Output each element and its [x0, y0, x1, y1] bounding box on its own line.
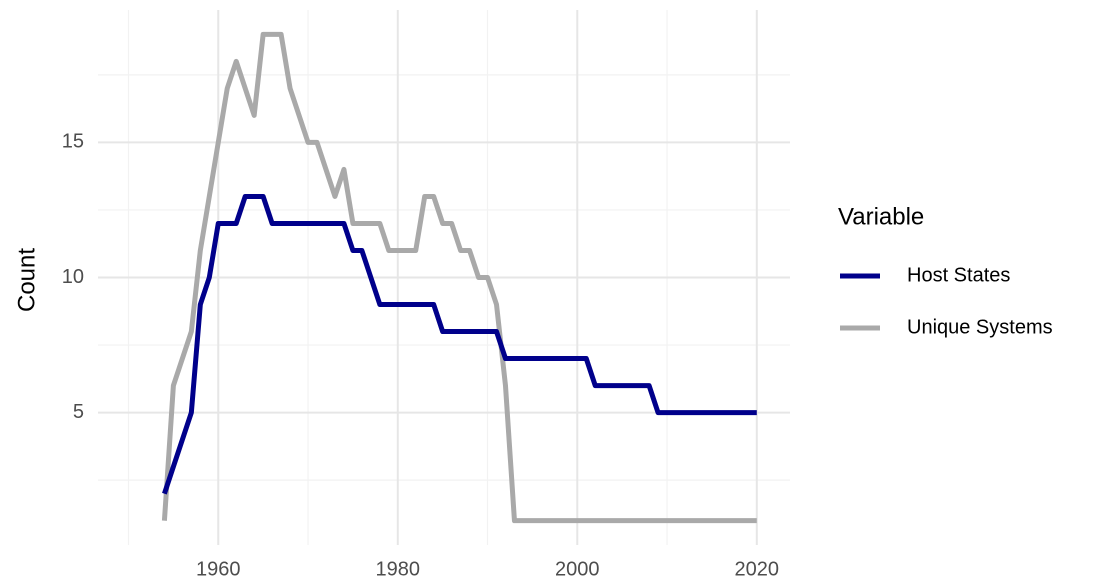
y-tick-label: 15	[62, 131, 84, 153]
y-tick-label: 10	[62, 266, 84, 288]
x-tick-label: 1980	[376, 558, 421, 580]
legend-title: Variable	[838, 203, 924, 230]
line-series	[161, 31, 757, 524]
legend-label: Unique Systems	[907, 316, 1053, 338]
line-series	[162, 193, 757, 495]
x-tick-label: 2020	[735, 558, 780, 580]
y-tick-label: 5	[73, 401, 84, 423]
x-tick-label: 1960	[196, 558, 241, 580]
legend-label: Host States	[907, 264, 1010, 286]
y-axis-label: Count	[13, 248, 40, 312]
x-tick-label: 2000	[555, 558, 600, 580]
